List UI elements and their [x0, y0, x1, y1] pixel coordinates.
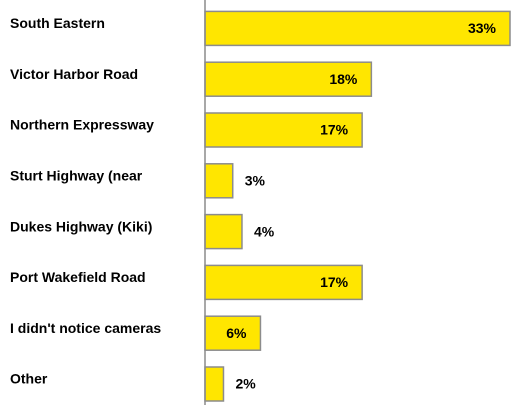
category-label: Port Wakefield Road [10, 269, 146, 285]
category-label: Victor Harbor Road [10, 66, 138, 82]
value-label: 17% [320, 122, 349, 138]
bar [204, 112, 363, 148]
category-label: Sturt Highway (near [10, 168, 143, 184]
category-label: South Eastern [10, 15, 105, 31]
category-label: Dukes Highway (Kiki) [10, 218, 152, 234]
bar [204, 213, 243, 250]
bar [204, 10, 511, 47]
value-label: 18% [329, 71, 358, 87]
value-label: 3% [245, 173, 266, 189]
bar [204, 366, 225, 402]
bar [204, 61, 373, 97]
value-label: 4% [254, 223, 275, 239]
category-label: I didn't notice cameras [10, 320, 161, 336]
value-label: 6% [226, 325, 247, 341]
value-label: 17% [320, 274, 349, 290]
category-label: Northern Expressway [10, 117, 154, 133]
category-label: Other [10, 371, 48, 387]
value-label: 33% [468, 20, 497, 36]
value-label: 2% [235, 376, 256, 392]
bar [204, 163, 234, 199]
bar [204, 315, 262, 351]
bar [204, 264, 363, 301]
